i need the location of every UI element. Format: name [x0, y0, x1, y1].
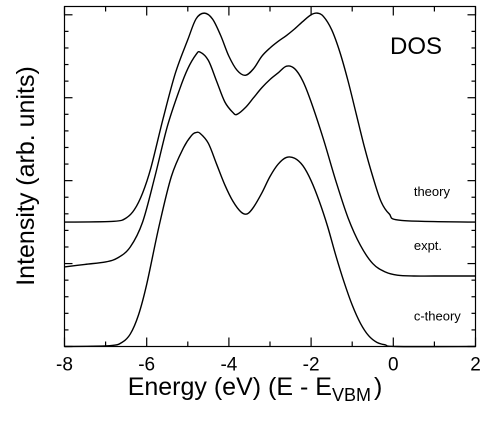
x-tick-label: -8 — [56, 355, 73, 376]
curve-label-expt: expt. — [414, 238, 442, 253]
curve-label-theory: theory — [414, 184, 451, 199]
x-tick-label: 0 — [388, 355, 399, 376]
curve-ctheory — [64, 131, 476, 348]
curves — [64, 12, 476, 348]
x-tick-label: -2 — [303, 355, 320, 376]
x-tick-label: -6 — [138, 355, 155, 376]
x-axis-label-close: ) — [374, 373, 382, 401]
x-axis-label: Energy (eV) (E - EVBM) — [128, 373, 383, 405]
curve-expt — [64, 51, 476, 277]
curve-label-ctheory: c-theory — [414, 309, 461, 324]
chart-title: DOS — [390, 33, 442, 60]
x-tick-label: -4 — [220, 355, 237, 376]
x-tick-label: 2 — [470, 355, 481, 376]
y-axis-label: Intensity (arb. units) — [12, 66, 40, 286]
x-axis-label-main: Energy (eV) (E - E — [128, 373, 332, 401]
x-axis-label-subscript: VBM — [332, 385, 371, 405]
curve-theory — [64, 12, 476, 223]
x-tick-labels: -8 -6 -4 -2 0 2 — [56, 355, 481, 376]
curve-labels: theory expt. c-theory — [414, 184, 461, 323]
